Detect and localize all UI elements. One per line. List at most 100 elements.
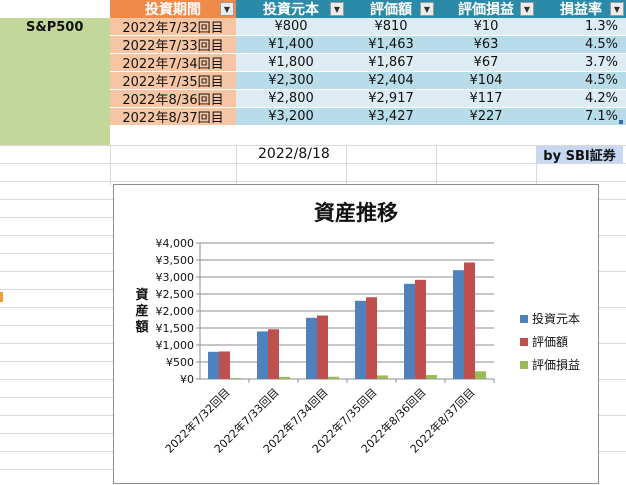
legend-label: 評価損益 [532,357,580,372]
cell-principal[interactable]: ¥1,800 [236,54,346,72]
table-row: 2022年7/34回目 ¥1,800 ¥1,867 ¥67 3.7% [110,54,626,72]
table-row: 2022年7/33回目 ¥1,400 ¥1,463 ¥63 4.5% [110,36,626,54]
table-row: 2022年8/36回目 ¥2,800 ¥2,917 ¥117 4.2% [110,90,626,108]
grid-line [0,361,113,362]
header-gain-loss[interactable]: 評価損益 ▼ [436,0,536,18]
y-tick-label: ¥1,500 [156,322,195,335]
filter-dropdown-icon[interactable]: ▼ [520,2,534,16]
table-resize-handle[interactable] [619,120,623,124]
cell-valuation[interactable]: ¥810 [346,18,436,36]
grid-line [0,217,113,218]
chart-title: 資産推移 [314,201,398,225]
legend-label: 評価額 [532,334,568,349]
bar [230,378,241,379]
bar [219,351,230,379]
cell-return-rate[interactable]: 1.3% [536,18,626,36]
grid-line [0,343,113,344]
grid-line [0,271,113,272]
credit-cell[interactable]: by SBI証券 [536,146,623,164]
cell-period[interactable]: 2022年7/33回目 [110,36,236,54]
cell-valuation[interactable]: ¥3,427 [346,108,436,126]
filter-dropdown-icon[interactable]: ▼ [420,2,434,16]
asset-chart: 資産推移 ¥0 ¥500 ¥1,000 ¥1,500 ¥2,000 ¥2,500 ¥3,00… [156,201,581,456]
grid-line [599,379,626,380]
cell-period[interactable]: 2022年8/36回目 [110,90,236,108]
header-principal[interactable]: 投資元本 ▼ [236,0,346,18]
cell-valuation[interactable]: ¥1,463 [346,36,436,54]
cell-principal[interactable]: ¥2,800 [236,90,346,108]
cell-period[interactable]: 2022年7/32回目 [110,18,236,36]
grid-line [0,235,113,236]
cell-return-rate[interactable]: 4.5% [536,36,626,54]
filter-dropdown-icon[interactable]: ▼ [610,2,624,16]
grid-line [0,325,113,326]
bar [268,329,279,379]
y-tick-label: ¥1,000 [156,339,195,352]
cell-period[interactable]: 2022年7/35回目 [110,72,236,90]
y-tick-label: ¥2,000 [156,305,195,318]
row-marker [0,292,3,302]
y-tick-label: ¥500 [166,356,194,369]
bar [404,283,415,379]
grid-line [0,433,113,434]
bar [208,351,219,379]
bar [257,331,268,379]
y-tick-label: ¥2,500 [156,288,195,301]
filter-dropdown-icon[interactable]: ▼ [220,2,234,16]
fund-label-cell[interactable]: S&P500 [0,18,110,145]
cell-period[interactable]: 2022年7/34回目 [110,54,236,72]
grid-line [599,415,626,416]
chart-area[interactable]: 資産推移 ¥0 ¥500 ¥1,000 ¥1,500 ¥2,000 ¥2,500 ¥3,00… [113,184,599,484]
cell-gain-loss[interactable]: ¥67 [436,54,536,72]
table-row: 2022年7/35回目 ¥2,300 ¥2,404 ¥104 4.5% [110,72,626,90]
bar [279,376,290,379]
y-axis-label: 資産額 [134,288,150,336]
grid-line [236,145,237,185]
header-return-rate[interactable]: 損益率 ▼ [536,0,626,18]
grid-line [0,199,113,200]
table-header: 投資期間 ▼ 投資元本 ▼ 評価額 ▼ 評価損益 ▼ 損益率 ▼ [0,0,626,18]
legend-swatch [520,338,528,346]
cell-valuation[interactable]: ¥2,404 [346,72,436,90]
bar [306,317,317,379]
cell-principal[interactable]: ¥800 [236,18,346,36]
legend-swatch [520,361,528,369]
cell-return-rate[interactable]: 4.5% [536,72,626,90]
y-axis-label-char: 資 [135,288,149,303]
cell-period[interactable]: 2022年8/37回目 [110,108,236,126]
header-label: 投資元本 [263,2,319,18]
grid-line [0,415,113,416]
cell-return-rate[interactable]: 7.1% [536,108,626,126]
cell-principal[interactable]: ¥3,200 [236,108,346,126]
table-row: 2022年8/37回目 ¥3,200 ¥3,427 ¥227 7.1% [110,108,626,126]
y-tick-label: ¥3,000 [156,271,195,284]
table-row: 2022年7/32回目 ¥800 ¥810 ¥10 1.3% [110,18,626,36]
cell-gain-loss[interactable]: ¥117 [436,90,536,108]
cell-gain-loss[interactable]: ¥104 [436,72,536,90]
date-cell[interactable]: 2022/8/18 [258,146,330,162]
grid-line [536,145,537,185]
header-valuation[interactable]: 評価額 ▼ [346,0,436,18]
y-tick-label: ¥4,000 [156,237,195,250]
header-investment-period[interactable]: 投資期間 ▼ [110,0,236,18]
cell-valuation[interactable]: ¥2,917 [346,90,436,108]
legend-swatch [520,315,528,323]
plot-area: ¥0 ¥500 ¥1,000 ¥1,500 ¥2,000 ¥2,500 ¥3,000 ¥3,5… [156,237,495,456]
cell-gain-loss[interactable]: ¥227 [436,108,536,126]
cell-principal[interactable]: ¥1,400 [236,36,346,54]
grid-line [599,343,626,344]
fund-label: S&P500 [26,20,84,35]
grid-line [436,145,437,185]
filter-dropdown-icon[interactable]: ▼ [330,2,344,16]
cell-return-rate[interactable]: 3.7% [536,54,626,72]
cell-gain-loss[interactable]: ¥10 [436,18,536,36]
y-tick-label: ¥3,500 [156,254,195,267]
cell-valuation[interactable]: ¥1,867 [346,54,436,72]
cell-return-rate[interactable]: 4.2% [536,90,626,108]
bar [355,300,366,379]
cell-principal[interactable]: ¥2,300 [236,72,346,90]
grid-line [599,307,626,308]
cell-gain-loss[interactable]: ¥63 [436,36,536,54]
